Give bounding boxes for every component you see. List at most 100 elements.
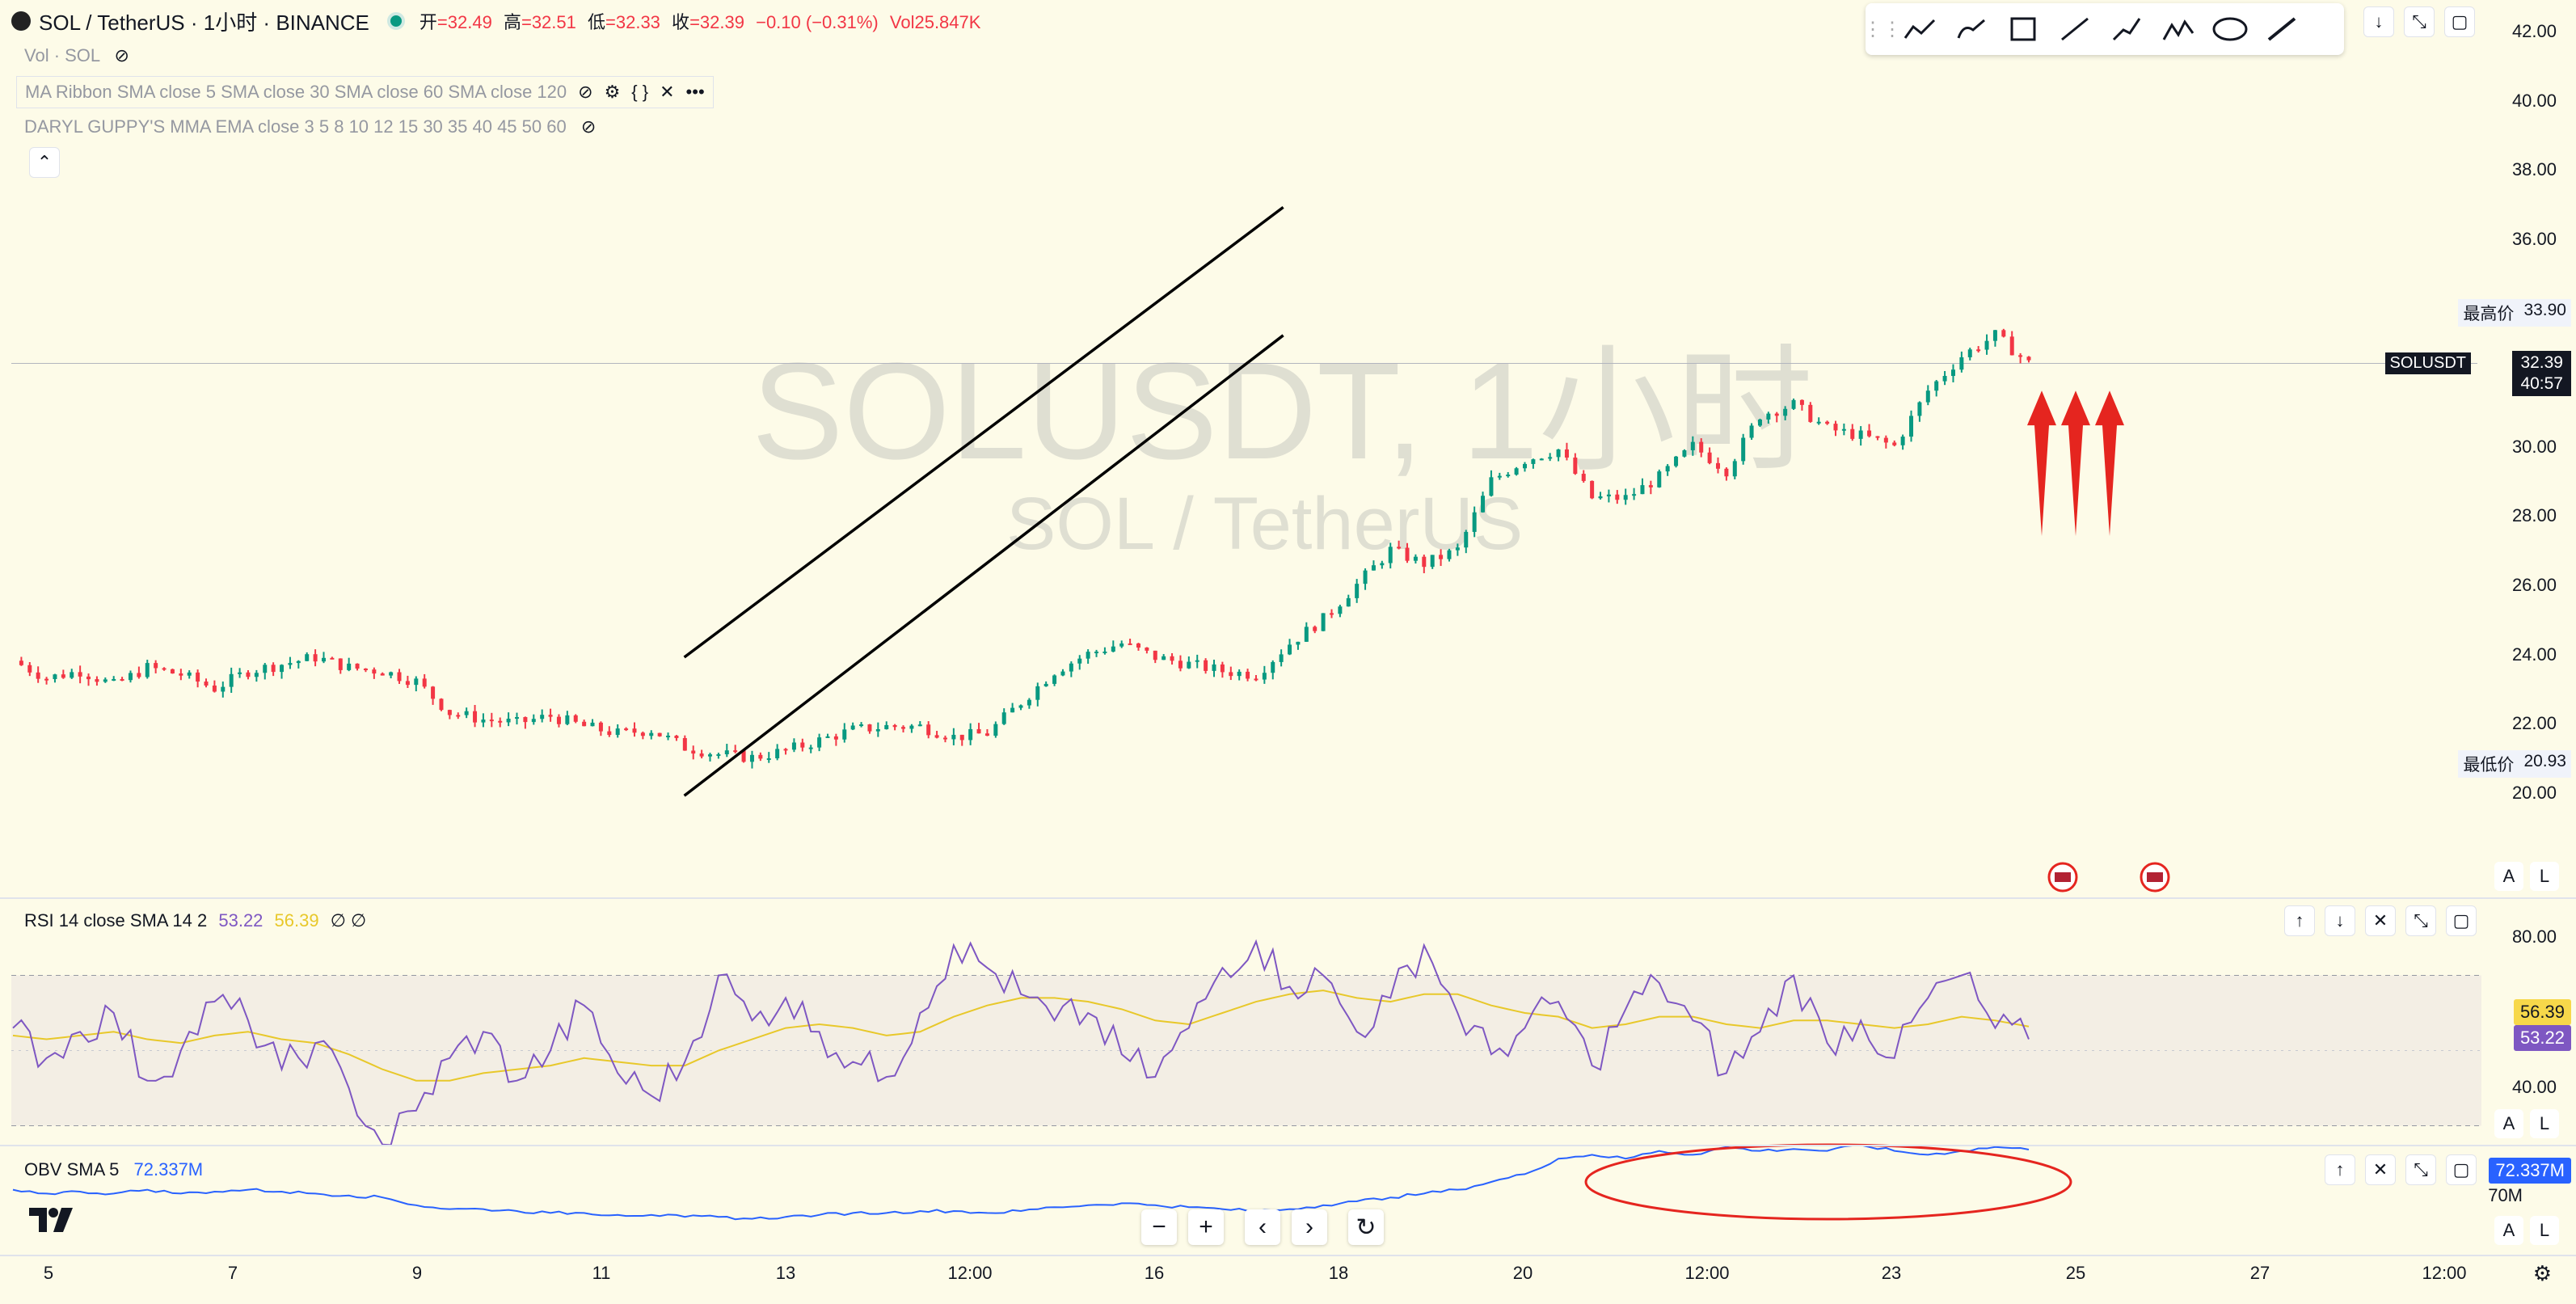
eye-slash-icon[interactable]: ⊘ — [114, 45, 129, 65]
candle-body — [540, 715, 545, 720]
candle-body — [1707, 452, 1712, 463]
price-axis-label: 42.00 — [2511, 21, 2557, 41]
candle-body — [330, 657, 335, 660]
obv-up-button[interactable]: ↑ — [2325, 1154, 2355, 1185]
candle-body — [1791, 399, 1796, 409]
candle-body — [951, 734, 956, 740]
brush-icon[interactable] — [1948, 8, 1995, 50]
rsi-axis-40: 40.00 — [2511, 1077, 2557, 1097]
time-axis-label: 12:00 — [947, 1263, 993, 1283]
candle-body — [1808, 404, 1813, 422]
auto-scale-button[interactable]: A — [2494, 862, 2523, 891]
reset-chart-button[interactable]: ↻ — [1348, 1209, 1384, 1245]
eye-slash-icon[interactable]: ⊘ — [580, 116, 597, 137]
pane-maximize-button[interactable]: ▢ — [2446, 905, 2477, 936]
ma-ribbon-legend[interactable]: MA Ribbon SMA close 5 SMA close 30 SMA c… — [16, 76, 714, 108]
time-axis-label: 9 — [411, 1263, 423, 1283]
candle-body — [909, 725, 914, 729]
gear-icon[interactable]: ⚙ — [604, 82, 621, 102]
candle-body — [53, 674, 57, 680]
more-icon[interactable]: ••• — [685, 82, 705, 102]
candle-body — [1489, 477, 1494, 496]
up-arrow-icon — [2095, 390, 2124, 537]
maximize-icon: ▢ — [2452, 910, 2470, 931]
rsi-log-scale-button[interactable]: L — [2530, 1109, 2559, 1138]
path-icon[interactable] — [2103, 8, 2150, 50]
braces-icon[interactable]: { } — [631, 82, 649, 102]
candle-body — [1464, 531, 1469, 548]
pane-down-button[interactable]: ↓ — [2325, 905, 2355, 936]
candle-body — [464, 711, 469, 715]
pane-collapse-button[interactable]: ⤡ — [2405, 905, 2436, 936]
drawing-toolbar: ⋮⋮ — [1863, 3, 2344, 55]
obv-collapse-button[interactable]: ⤡ — [2405, 1154, 2436, 1185]
close-icon[interactable]: ✕ — [660, 82, 675, 102]
candle-body — [1304, 627, 1309, 642]
candle-body — [850, 725, 855, 730]
candle-body — [708, 754, 713, 757]
pen-icon[interactable] — [2258, 8, 2305, 50]
zoom-out-button[interactable]: − — [1141, 1209, 1177, 1245]
scroll-right-button[interactable]: › — [1292, 1209, 1327, 1245]
up-arrow-icon — [2061, 390, 2090, 537]
candle-body — [1850, 428, 1855, 439]
pattern-icon[interactable] — [2155, 8, 2202, 50]
rsi-auto-scale-button[interactable]: A — [2494, 1109, 2523, 1138]
rsi-legend[interactable]: RSI 14 close SMA 14 2 53.22 56.39 ∅ ∅ — [24, 910, 367, 931]
candle-body — [523, 717, 528, 723]
candle-body — [1674, 456, 1679, 466]
candle-body — [934, 735, 939, 738]
candle-body — [632, 728, 637, 733]
rsi-band-background — [11, 975, 2481, 1126]
candle-body — [1472, 512, 1477, 532]
candle-body — [582, 721, 587, 727]
candle-body — [1506, 475, 1511, 477]
trend-lines-icon[interactable] — [1896, 8, 1943, 50]
pane-up-button[interactable]: ↑ — [2284, 905, 2315, 936]
tradingview-logo-icon[interactable] — [29, 1208, 74, 1236]
candle-body — [1950, 369, 1955, 377]
arrow-down-button[interactable]: ↓ — [2363, 6, 2394, 37]
collapse-legend-button[interactable]: ⌃ — [29, 147, 60, 178]
candle-body — [515, 717, 519, 720]
maximize-button[interactable]: ▢ — [2444, 6, 2475, 37]
eye-slash-icon[interactable]: ⊘ — [578, 82, 593, 102]
vol-legend[interactable]: Vol · SOL ⊘ — [24, 45, 129, 65]
settings-icon[interactable]: ⚙ — [2532, 1261, 2552, 1285]
ellipse-icon[interactable] — [2207, 8, 2253, 50]
rectangle-icon[interactable] — [2000, 8, 2047, 50]
candle-body — [1060, 671, 1065, 676]
obv-close-button[interactable]: ✕ — [2365, 1154, 2396, 1185]
candle-body — [1204, 660, 1208, 671]
candle-body — [355, 663, 360, 669]
guppy-legend[interactable]: DARYL GUPPY'S MMA EMA close 3 5 8 10 12 … — [24, 116, 597, 137]
price-chart[interactable] — [0, 0, 2481, 1261]
candle-body — [1825, 421, 1830, 424]
candle-body — [1581, 474, 1586, 481]
line-icon[interactable] — [2051, 8, 2098, 50]
symbol-title[interactable]: SOL / TetherUS · 1小时 · BINANCE — [39, 10, 369, 35]
obv-legend[interactable]: OBV SMA 5 72.337M — [24, 1159, 204, 1180]
zoom-in-button[interactable]: + — [1188, 1209, 1224, 1245]
candle-body — [1094, 652, 1099, 654]
log-scale-button[interactable]: L — [2530, 862, 2559, 891]
candle-body — [666, 736, 671, 738]
scroll-left-button[interactable]: ‹ — [1245, 1209, 1280, 1245]
candle-body — [162, 668, 167, 670]
obv-log-scale-button[interactable]: L — [2530, 1216, 2559, 1245]
watermark-subtitle: SOL / TetherUS — [1006, 483, 1524, 565]
pane-close-button[interactable]: ✕ — [2365, 905, 2396, 936]
pane-divider[interactable] — [0, 897, 2576, 899]
pane-divider[interactable] — [0, 1145, 2576, 1146]
price-axis-label: 26.00 — [2511, 575, 2557, 596]
collapse-button[interactable]: ⤡ — [2404, 6, 2435, 37]
obv-auto-scale-button[interactable]: A — [2494, 1216, 2523, 1245]
obv-maximize-button[interactable]: ▢ — [2446, 1154, 2477, 1185]
price-axis-label: 28.00 — [2511, 505, 2557, 526]
candle-body — [1942, 376, 1947, 382]
price-axis-label: 20.00 — [2511, 783, 2557, 803]
candle-body — [800, 742, 805, 748]
close-icon: ✕ — [2372, 910, 2388, 931]
candle-body — [1338, 606, 1343, 614]
